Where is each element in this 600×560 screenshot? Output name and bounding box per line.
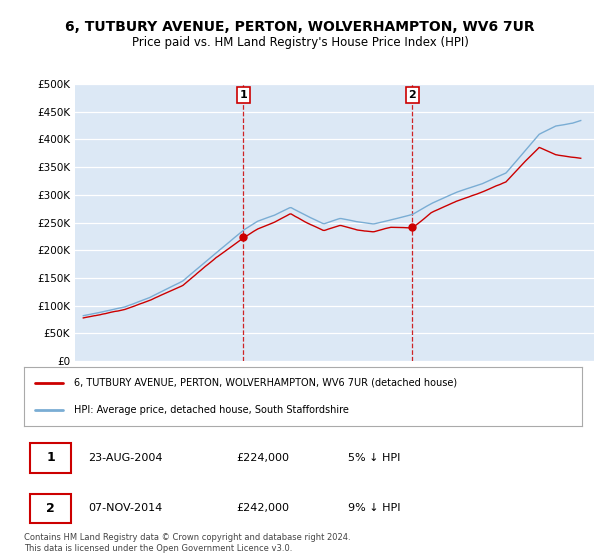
Text: 6, TUTBURY AVENUE, PERTON, WOLVERHAMPTON, WV6 7UR: 6, TUTBURY AVENUE, PERTON, WOLVERHAMPTON… bbox=[65, 20, 535, 34]
Text: 2: 2 bbox=[46, 502, 55, 515]
Text: 1: 1 bbox=[239, 90, 247, 100]
FancyBboxPatch shape bbox=[29, 493, 71, 523]
Text: 1: 1 bbox=[46, 451, 55, 464]
Text: 6, TUTBURY AVENUE, PERTON, WOLVERHAMPTON, WV6 7UR (detached house): 6, TUTBURY AVENUE, PERTON, WOLVERHAMPTON… bbox=[74, 377, 457, 388]
Text: Price paid vs. HM Land Registry's House Price Index (HPI): Price paid vs. HM Land Registry's House … bbox=[131, 36, 469, 49]
Text: Contains HM Land Registry data © Crown copyright and database right 2024.
This d: Contains HM Land Registry data © Crown c… bbox=[24, 533, 350, 553]
Text: 07-NOV-2014: 07-NOV-2014 bbox=[88, 503, 163, 513]
Text: 5% ↓ HPI: 5% ↓ HPI bbox=[347, 453, 400, 463]
Text: £242,000: £242,000 bbox=[236, 503, 289, 513]
Text: HPI: Average price, detached house, South Staffordshire: HPI: Average price, detached house, Sout… bbox=[74, 405, 349, 415]
Text: £224,000: £224,000 bbox=[236, 453, 289, 463]
Text: 23-AUG-2004: 23-AUG-2004 bbox=[88, 453, 163, 463]
Text: 2: 2 bbox=[409, 90, 416, 100]
Text: 9% ↓ HPI: 9% ↓ HPI bbox=[347, 503, 400, 513]
FancyBboxPatch shape bbox=[29, 443, 71, 473]
